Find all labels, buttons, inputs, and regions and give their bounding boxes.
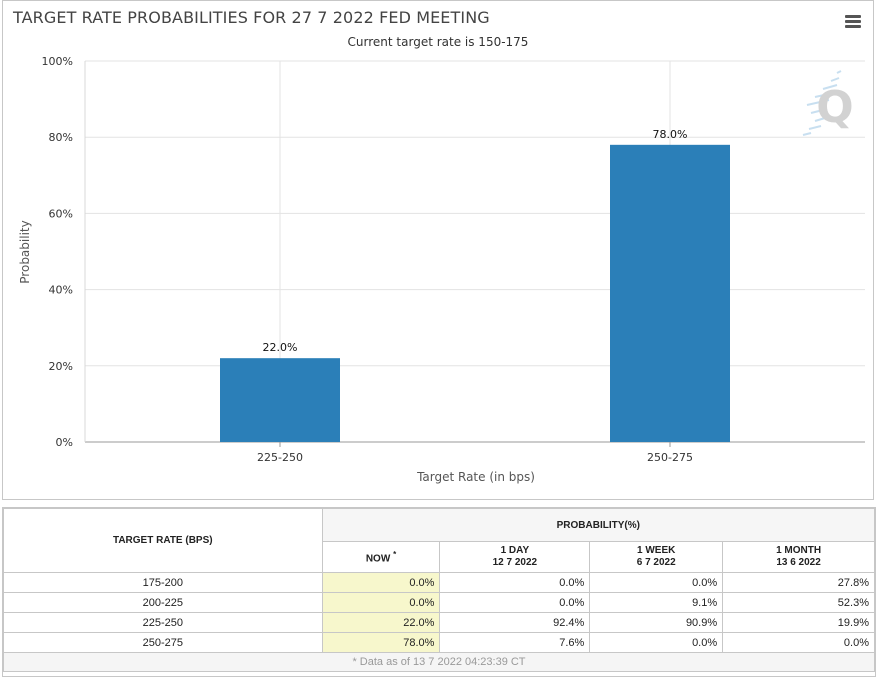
chart-panel: TARGET RATE PROBABILITIES FOR 27 7 2022 … (2, 0, 874, 500)
month-cell: 27.8% (722, 572, 875, 593)
col-1month-header: 1 MONTH 13 6 2022 (722, 541, 875, 573)
week-cell: 90.9% (589, 612, 724, 633)
y-tick-label: 100% (42, 55, 73, 68)
x-tick-label: 225-250 (257, 451, 303, 464)
col-1week-header: 1 WEEK 6 7 2022 (589, 541, 724, 573)
month-cell: 0.0% (722, 632, 875, 653)
table-row: 200-225 0.0% 0.0% 9.1% 52.3% (3, 592, 875, 613)
now-cell: 22.0% (321, 612, 441, 633)
now-cell: 0.0% (321, 572, 441, 593)
bar-chart: Q 0% 20% 40% 60% 80% 100% 22.0% 225-250 78.0% 250… (18, 55, 865, 484)
y-tick-label: 40% (49, 284, 73, 297)
month-cell: 52.3% (722, 592, 875, 613)
y-tick-label: 60% (49, 207, 73, 220)
week-cell: 9.1% (589, 592, 724, 613)
hamburger-menu-icon[interactable] (845, 15, 861, 29)
x-tick-label: 250-275 (647, 451, 693, 464)
day-cell: 92.4% (439, 612, 591, 633)
data-timestamp-footnote: * Data as of 13 7 2022 04:23:39 CT (3, 652, 875, 672)
rate-cell: 225-250 (3, 612, 323, 633)
watermark-logo: Q (802, 70, 854, 136)
day-cell: 7.6% (439, 632, 591, 653)
table-row: 250-275 78.0% 7.6% 0.0% 0.0% (3, 632, 875, 653)
y-tick-label: 20% (49, 360, 73, 373)
rate-cell: 200-225 (3, 592, 323, 613)
chart-title: TARGET RATE PROBABILITIES FOR 27 7 2022 … (13, 8, 490, 27)
chart-subtitle: Current target rate is 150-175 (347, 35, 529, 49)
x-axis-label: Target Rate (in bps) (416, 470, 535, 484)
table-row: 225-250 22.0% 92.4% 90.9% 19.9% (3, 612, 875, 633)
probability-table: TARGET RATE (BPS) PROBABILITY(%) NOW * 1… (3, 508, 876, 672)
y-tick-label: 80% (49, 131, 73, 144)
bar-data-label: 78.0% (653, 128, 688, 141)
bar[interactable] (220, 358, 340, 442)
probability-table-panel: TARGET RATE (BPS) PROBABILITY(%) NOW * 1… (2, 507, 876, 677)
week-cell: 0.0% (589, 572, 724, 593)
logo-letter: Q (816, 82, 853, 133)
rate-cell: 175-200 (3, 572, 323, 593)
day-cell: 0.0% (439, 572, 591, 593)
col-1day-header: 1 DAY 12 7 2022 (439, 541, 591, 573)
month-cell: 19.9% (722, 612, 875, 633)
target-rate-header: TARGET RATE (BPS) (3, 508, 323, 573)
week-cell: 0.0% (589, 632, 724, 653)
day-cell: 0.0% (439, 592, 591, 613)
y-axis-label: Probability (18, 220, 32, 283)
bar[interactable] (610, 144, 730, 442)
table-row: 175-200 0.0% 0.0% 0.0% 27.8% (3, 572, 875, 593)
now-cell: 78.0% (321, 632, 441, 653)
rate-cell: 250-275 (3, 632, 323, 653)
probability-header: PROBABILITY(%) (321, 508, 876, 542)
bar-data-label: 22.0% (263, 341, 298, 354)
now-cell: 0.0% (321, 592, 441, 613)
col-now-header: NOW * (321, 541, 441, 573)
y-tick-label: 0% (56, 436, 73, 449)
